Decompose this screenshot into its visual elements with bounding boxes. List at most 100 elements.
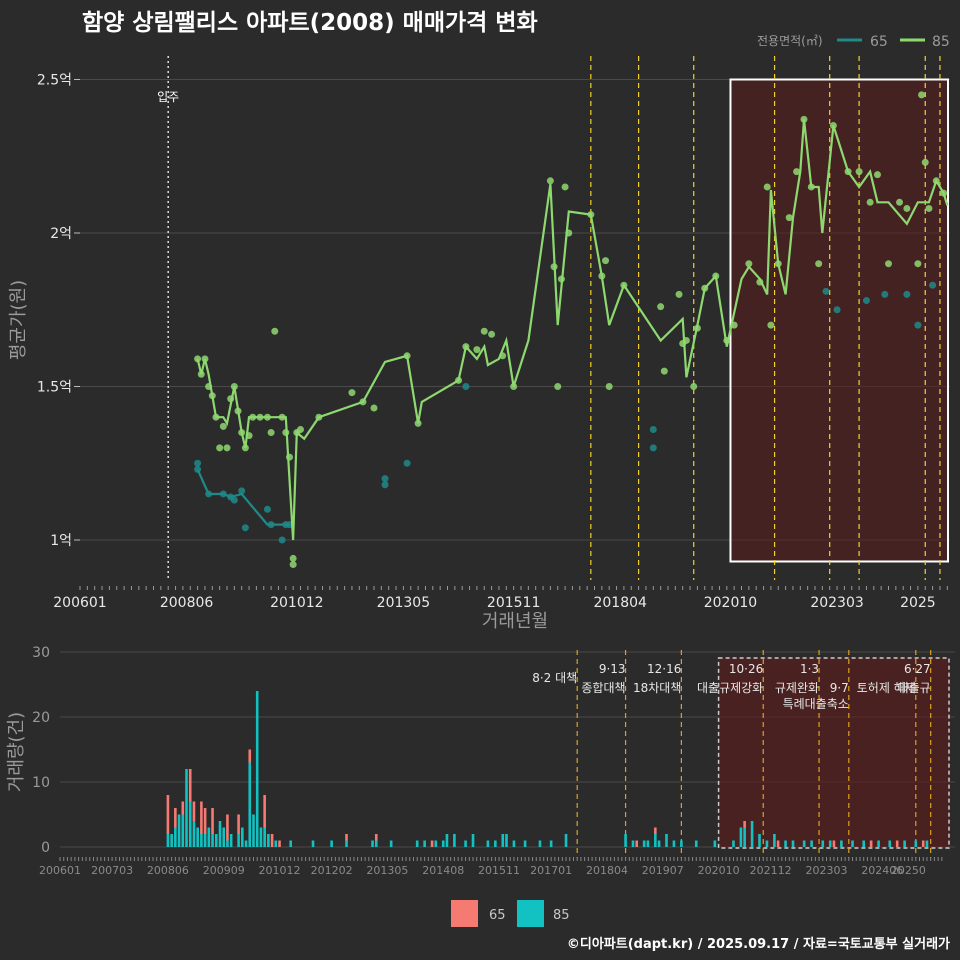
price-x-tick-label: 200601 <box>53 595 106 611</box>
data-point-85 <box>194 355 202 363</box>
price-x-axis-title: 거래년월 <box>482 611 548 632</box>
bar-85 <box>914 840 918 847</box>
volume-x-tick-label: 200909 <box>203 864 245 877</box>
data-point-85 <box>282 429 290 437</box>
bar-65 <box>181 801 185 815</box>
price-x-tick-label: 200806 <box>160 595 214 611</box>
volume-x-tick-label: 202303 <box>805 864 847 877</box>
bar-85 <box>672 840 676 847</box>
bar-85 <box>218 821 222 847</box>
data-point-85 <box>745 260 753 268</box>
data-point-85 <box>940 189 948 197</box>
data-point-85 <box>403 352 411 360</box>
price-y-tick-label: 2.5억 <box>37 73 72 89</box>
bar-65 <box>374 834 378 841</box>
bar-85 <box>631 840 635 847</box>
data-point-65 <box>822 287 830 295</box>
bar-85 <box>244 840 248 847</box>
bar-85 <box>732 840 735 847</box>
bar-65 <box>743 821 746 828</box>
bar-85 <box>486 840 490 847</box>
bar-85 <box>267 834 270 847</box>
data-point-85 <box>701 284 709 292</box>
legend-title: 전용면적(㎡) <box>757 34 823 48</box>
bar-85 <box>188 801 192 847</box>
data-point-85 <box>249 413 257 421</box>
price-x-tick-label: 202303 <box>810 595 863 611</box>
price-x-tick-label: 201305 <box>377 595 430 611</box>
bar-85 <box>203 834 207 847</box>
data-point-85 <box>245 432 253 440</box>
bar-85 <box>791 840 795 847</box>
bar-85 <box>445 834 449 847</box>
bar-85 <box>415 840 419 847</box>
price-y-axis-title: 평균가(원) <box>8 280 29 360</box>
bar-85 <box>840 840 843 847</box>
bar-65 <box>237 814 240 834</box>
data-point-85 <box>414 419 422 427</box>
bar-85 <box>713 840 717 847</box>
legend-label-85: 85 <box>932 34 950 50</box>
bar-85 <box>241 827 244 847</box>
data-point-85 <box>918 91 926 99</box>
bar-85 <box>289 840 292 847</box>
bar-85 <box>694 840 698 847</box>
data-point-65 <box>241 524 249 532</box>
data-point-85 <box>561 183 569 191</box>
policy-label-bottom: 규제완화 <box>775 681 819 695</box>
volume-y-tick-label: 30 <box>32 645 50 661</box>
volume-x-tick-label: 201511 <box>478 864 520 877</box>
policy-label-bottom: 대출규제강화 <box>697 681 763 695</box>
bar-85 <box>750 821 754 847</box>
data-point-85 <box>587 211 595 219</box>
bar-85 <box>185 769 188 847</box>
data-point-85 <box>348 389 356 397</box>
price-x-tick-label: 201804 <box>593 595 647 611</box>
data-point-85 <box>499 352 507 360</box>
series-line-85 <box>196 119 949 541</box>
bar-85 <box>371 840 374 847</box>
data-point-85 <box>238 429 246 437</box>
data-point-85 <box>234 407 242 415</box>
bar-85 <box>453 834 456 847</box>
data-point-65 <box>194 459 202 467</box>
bar-65 <box>430 840 434 847</box>
data-point-65 <box>219 490 227 498</box>
bar-85 <box>888 840 892 847</box>
data-point-85 <box>227 395 235 403</box>
data-point-65 <box>278 536 286 544</box>
move-in-label: 입주 <box>157 90 179 104</box>
bar-85 <box>389 840 393 847</box>
series-line-65 <box>196 468 290 526</box>
bar-85 <box>374 840 378 847</box>
data-point-85 <box>598 272 606 280</box>
data-point-65 <box>230 496 238 504</box>
data-point-85 <box>866 198 874 206</box>
data-point-85 <box>767 321 775 329</box>
bar-85 <box>226 840 229 847</box>
bar-85 <box>166 834 170 847</box>
bar-85 <box>549 840 553 847</box>
bar-85 <box>773 834 776 847</box>
bar-65 <box>188 769 192 802</box>
data-point-85 <box>785 214 793 222</box>
data-point-85 <box>855 168 863 176</box>
bar-85 <box>211 834 214 847</box>
data-point-65 <box>903 290 911 298</box>
data-point-65 <box>862 297 870 305</box>
policy-label-bottom: 종합대책 <box>581 680 625 695</box>
policy-label-top: 8·2 대책 <box>532 670 577 685</box>
data-point-85 <box>620 281 628 289</box>
bar-85 <box>200 834 203 847</box>
bar-65 <box>248 749 252 763</box>
bar-85 <box>654 834 657 847</box>
volume-highlight-box <box>717 657 950 849</box>
bar-85 <box>181 814 185 847</box>
source-caption: ©디아파트(dapt.kr) / 2025.09.17 / 자료=국토교통부 실… <box>567 936 950 952</box>
bar-85 <box>784 840 787 847</box>
bar-85 <box>464 840 467 847</box>
bar-85 <box>743 827 746 847</box>
bar-65 <box>869 840 873 847</box>
policy-label-bottom: 대출규 <box>898 681 931 695</box>
